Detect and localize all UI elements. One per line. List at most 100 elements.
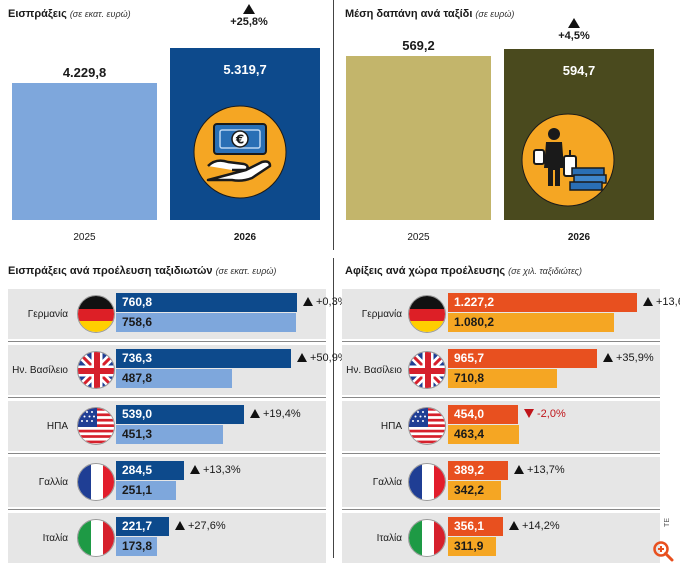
value-label-2026: 356,1 — [454, 519, 485, 533]
change-value: -2,0% — [537, 408, 566, 420]
increase-arrow-icon — [243, 4, 255, 14]
row-divider — [342, 453, 660, 454]
value-label-2026: 539,0 — [122, 407, 153, 421]
country-label: Ιταλία — [42, 533, 68, 544]
change-value: +13,6% — [656, 296, 680, 308]
value-label-2025: 311,9 — [454, 539, 484, 553]
bar-2025 — [116, 425, 223, 444]
change-value: +35,9% — [616, 352, 654, 364]
traveler-luggage-money-icon — [521, 113, 615, 207]
italy-flag-icon — [77, 519, 115, 557]
change-value: +14,2% — [522, 520, 560, 532]
bar-2025 — [116, 313, 296, 332]
country-label: Γαλλία — [372, 477, 402, 488]
country-label: Ην. Βασίλειο — [12, 365, 68, 376]
bar-2025 — [448, 425, 519, 444]
year-label-2026: 2026 — [233, 232, 257, 243]
change-label: +27,6% — [175, 519, 226, 533]
change-value: +0,3% — [316, 296, 348, 308]
value-label-2025: 569,2 — [402, 38, 435, 53]
value-label-2026: 5.319,7 — [223, 62, 267, 77]
magnify-logo-icon — [653, 541, 674, 562]
value-label-2025: 463,4 — [454, 427, 485, 441]
row-divider — [8, 453, 326, 454]
bottom-divider — [333, 258, 334, 558]
germany-flag-icon — [408, 295, 446, 333]
country-label: ΗΠΑ — [46, 421, 68, 432]
change-value: +13,7% — [527, 464, 565, 476]
value-label-2025: 4.229,8 — [62, 65, 107, 80]
value-label-2025: 758,6 — [122, 315, 153, 329]
credit-text: ΤΕ — [664, 518, 671, 527]
increase-arrow-icon — [643, 297, 653, 306]
bar-2025 — [12, 83, 157, 220]
value-label-2025: 1.080,2 — [454, 315, 495, 329]
bar-2025 — [116, 369, 232, 388]
value-label-2025: 487,8 — [122, 371, 153, 385]
value-label-2025: 342,2 — [454, 483, 485, 497]
change-label: +19,4% — [250, 407, 301, 421]
row-divider — [8, 509, 326, 510]
bar-2026 — [448, 405, 518, 424]
change-label: +13,3% — [190, 463, 241, 477]
usa-flag-icon — [77, 407, 115, 445]
year-label-2026: 2026 — [567, 232, 591, 243]
bar-2025 — [448, 537, 496, 556]
bar-2025 — [116, 537, 157, 556]
svg-text:€: € — [235, 133, 244, 147]
change-label: +13,7% — [514, 463, 565, 477]
value-label-2026: 454,0 — [454, 407, 485, 421]
bar-2026 — [448, 293, 637, 312]
year-label-2025: 2025 — [73, 232, 96, 243]
bar-2026 — [448, 461, 508, 480]
bar-2025 — [448, 369, 557, 388]
increase-arrow-icon — [514, 465, 524, 474]
uk-flag-icon — [77, 351, 115, 389]
increase-arrow-icon — [175, 521, 185, 530]
change-label: +13,6% — [643, 295, 680, 309]
increase-arrow-icon — [509, 521, 519, 530]
row-divider — [342, 397, 660, 398]
value-label-2026: 1.227,2 — [454, 295, 495, 309]
decrease-arrow-icon — [524, 409, 534, 418]
increase-arrow-icon — [297, 353, 307, 362]
value-label-2026: 284,5 — [122, 463, 153, 477]
change-label: +14,2% — [509, 519, 560, 533]
country-label: Γαλλία — [38, 477, 68, 488]
bar-2025 — [116, 481, 176, 500]
value-label-2026: 594,7 — [562, 63, 596, 78]
value-label-2025: 451,3 — [122, 427, 153, 441]
increase-arrow-icon — [303, 297, 313, 306]
bar-2026 — [116, 349, 291, 368]
increase-arrow-icon — [250, 409, 260, 418]
increase-arrow-icon — [190, 465, 200, 474]
country-label: Γερμανία — [361, 309, 402, 320]
value-label-2026: 736,3 — [122, 351, 153, 365]
euro-banknote-hand-icon: € — [193, 105, 287, 199]
row-divider — [342, 341, 660, 342]
change-value: +19,4% — [263, 408, 301, 420]
change-label: +0,3% — [303, 295, 348, 309]
value-label-2025: 710,8 — [454, 371, 485, 385]
value-label-2026: 221,7 — [122, 519, 153, 533]
country-label: Γερμανία — [27, 309, 68, 320]
change-value: +50,9% — [310, 352, 348, 364]
value-label-2026: 389,2 — [454, 463, 485, 477]
arrivals-by-origin-title: Αφίξεις ανά χώρα προέλευσης (σε χιλ. ταξι… — [345, 265, 583, 277]
germany-flag-icon — [77, 295, 115, 333]
bar-2025 — [448, 313, 614, 332]
uk-flag-icon — [408, 351, 446, 389]
row-divider — [342, 509, 660, 510]
change-label: -2,0% — [524, 407, 566, 421]
bar-2026 — [448, 349, 597, 368]
bar-2026 — [116, 293, 297, 312]
country-label: ΗΠΑ — [380, 421, 402, 432]
change-label: +4,5% — [558, 30, 590, 42]
increase-arrow-icon — [603, 353, 613, 362]
receipts-by-origin-title: Εισπράξεις ανά προέλευση ταξιδιωτών (σε ε… — [8, 265, 277, 277]
change-label: +50,9% — [297, 351, 348, 365]
increase-arrow-icon — [568, 18, 580, 28]
country-label: Ην. Βασίλειο — [346, 365, 402, 376]
row-divider — [8, 397, 326, 398]
value-label-2025: 251,1 — [122, 483, 153, 497]
